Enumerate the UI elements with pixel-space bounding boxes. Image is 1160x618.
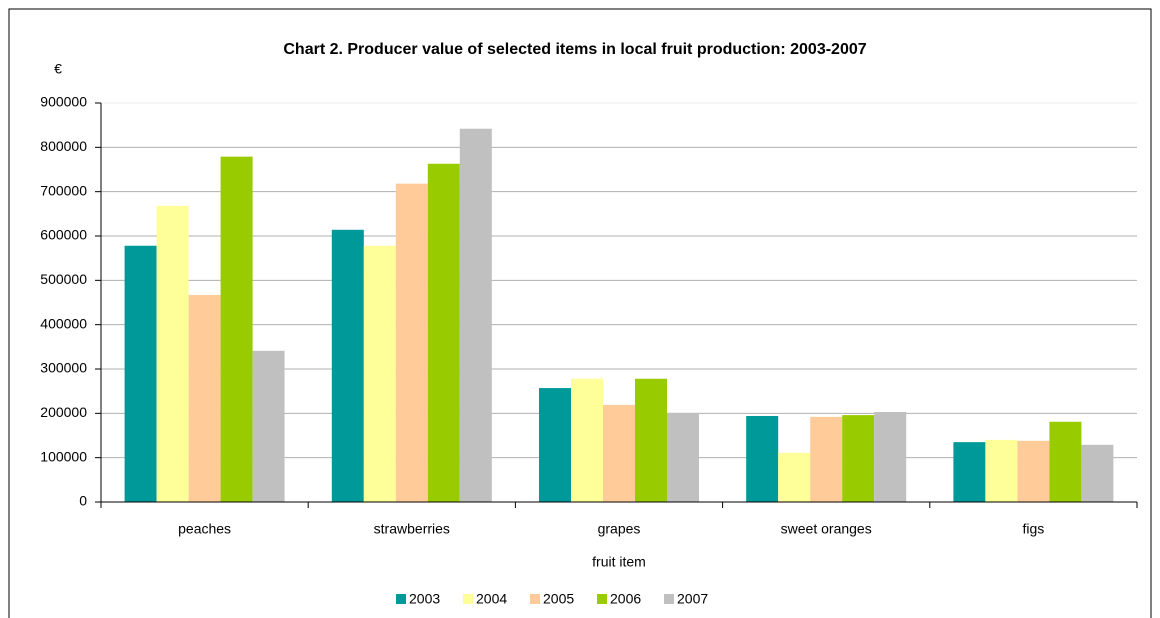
bar <box>459 128 492 503</box>
legend-label: 2005 <box>543 591 574 607</box>
bar <box>810 416 843 502</box>
bar <box>363 245 396 502</box>
bar <box>1081 444 1114 502</box>
bar <box>395 183 428 503</box>
chart-title: Chart 2. Producer value of selected item… <box>283 41 866 58</box>
bar <box>427 163 460 502</box>
x-axis-label: fruit item <box>592 554 646 570</box>
bar <box>746 415 779 502</box>
bar <box>252 350 285 502</box>
legend-swatch <box>664 594 674 604</box>
bar <box>124 245 157 502</box>
y-tick-label: 500000 <box>40 271 87 287</box>
x-tick-label: figs <box>1023 521 1045 537</box>
y-tick-label: 800000 <box>40 138 87 154</box>
bar <box>571 378 603 502</box>
y-tick-label: 300000 <box>40 360 87 376</box>
bar <box>188 294 221 502</box>
bar <box>220 156 253 503</box>
y-tick-label: 900000 <box>40 94 87 110</box>
chart-border <box>8 8 1152 618</box>
bar <box>985 439 1018 502</box>
y-tick-label: 0 <box>79 493 87 509</box>
y-tick-label: 600000 <box>40 227 87 243</box>
x-tick-label: strawberries <box>374 521 450 537</box>
legend-label: 2003 <box>409 591 440 607</box>
legend-label: 2004 <box>476 591 507 607</box>
legend-swatch <box>530 594 540 604</box>
legend-swatch <box>597 594 607 604</box>
bar <box>874 412 907 502</box>
bar <box>156 205 189 502</box>
y-tick-label: 700000 <box>40 182 87 198</box>
y-tick-label: 400000 <box>40 315 87 331</box>
y-tick-label: 100000 <box>40 448 87 464</box>
bar <box>331 229 364 502</box>
bar <box>603 404 635 502</box>
bar <box>953 442 986 502</box>
legend-swatch <box>396 594 406 604</box>
x-tick-label: sweet oranges <box>781 521 872 537</box>
bar <box>539 388 571 502</box>
bar <box>1017 440 1050 502</box>
legend-swatch <box>463 594 473 604</box>
bar <box>635 378 667 502</box>
legend-label: 2006 <box>610 591 641 607</box>
bar <box>1049 421 1082 502</box>
legend-label: 2007 <box>677 591 708 607</box>
bar <box>778 452 811 502</box>
bar <box>842 415 875 502</box>
y-axis-label: € <box>54 61 62 77</box>
x-tick-label: peaches <box>178 521 231 537</box>
bar <box>667 412 699 502</box>
y-tick-label: 200000 <box>40 404 87 420</box>
x-tick-label: grapes <box>598 521 641 537</box>
